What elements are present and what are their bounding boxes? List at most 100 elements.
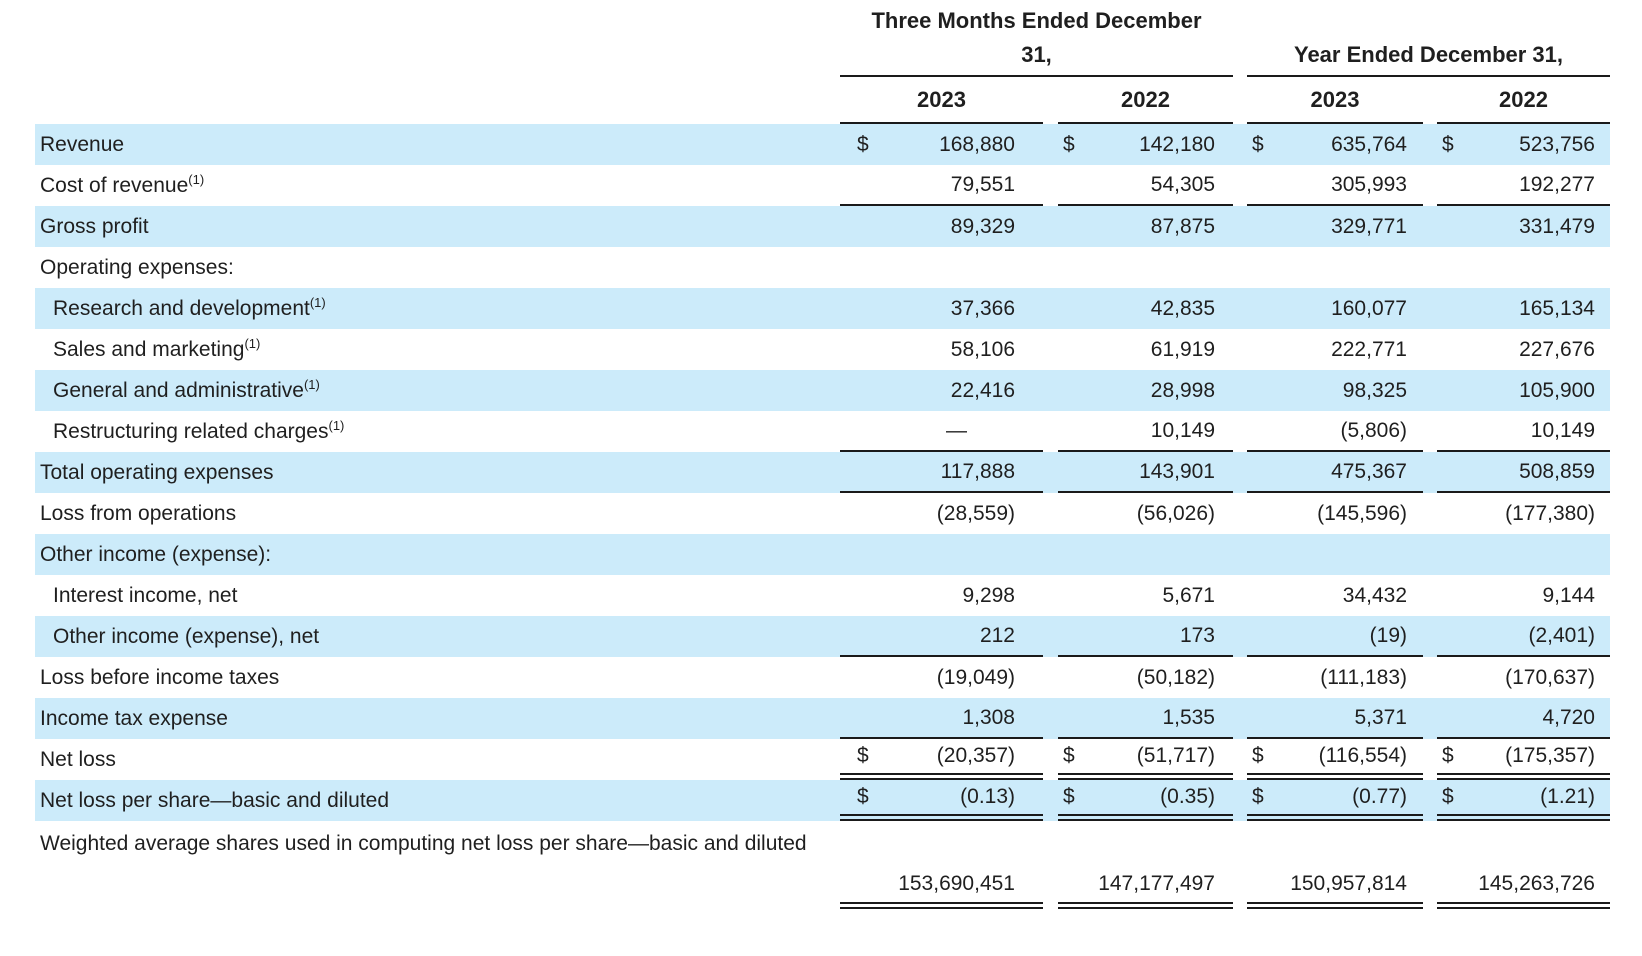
cell-value: 22,416 <box>950 378 1015 402</box>
value-cell: $ (116,554) <box>1247 739 1423 780</box>
table-row: Total operating expenses 117,888 143,901 47… <box>35 452 1610 493</box>
row-label: Net loss <box>40 747 116 771</box>
dollar-sign: $ <box>1442 744 1454 767</box>
value-cell: (50,182) <box>1058 657 1233 698</box>
header-group-three-months-line2: 31, <box>1021 42 1052 67</box>
table-row: Other income (expense): <box>35 534 1610 575</box>
row-label: Interest income, net <box>53 583 238 607</box>
row-label: Restructuring related charges(1) <box>53 417 345 443</box>
value-cell: 54,305 <box>1058 165 1233 206</box>
value-cell: 5,671 <box>1058 575 1233 616</box>
dollar-sign: $ <box>1063 132 1075 156</box>
cell-value: 1,535 <box>1162 705 1215 729</box>
table-row: Restructuring related charges(1) — 10,149 (… <box>35 411 1610 452</box>
value-cell: 9,144 <box>1437 575 1610 616</box>
value-cell <box>1247 534 1423 575</box>
table-row: Cost of revenue(1) 79,551 54,305 305,993 192… <box>35 165 1610 206</box>
value-cell: (2,401) <box>1437 616 1610 657</box>
footnote-superscript: (1) <box>244 335 261 351</box>
row-label: Income tax expense <box>40 706 228 730</box>
cell-value: 168,880 <box>939 132 1015 156</box>
row-label: Operating expenses: <box>40 255 234 279</box>
value-cell: 10,149 <box>1058 411 1233 452</box>
cell-value: 34,432 <box>1342 583 1407 607</box>
value-cell: (56,026) <box>1058 493 1233 534</box>
value-cell: 150,957,814 <box>1247 821 1423 909</box>
value-cell: 10,149 <box>1437 411 1610 452</box>
row-label: Gross profit <box>40 214 149 238</box>
value-cell: 147,177,497 <box>1058 821 1233 909</box>
cell-value: (177,380) <box>1505 501 1595 525</box>
value-cell: $ (175,357) <box>1437 739 1610 780</box>
cell-value: 4,720 <box>1542 705 1595 729</box>
value-cell: 212 <box>840 616 1043 657</box>
value-cell <box>1058 534 1233 575</box>
cell-value: 153,690,451 <box>898 872 1015 895</box>
cell-value: 54,305 <box>1150 172 1215 196</box>
cell-value: 147,177,497 <box>1098 872 1215 895</box>
value-cell: $ (51,717) <box>1058 739 1233 780</box>
cell-value: 142,180 <box>1139 132 1215 156</box>
value-cell: 4,720 <box>1437 698 1610 739</box>
cell-value: (170,637) <box>1505 665 1595 689</box>
value-cell: 58,106 <box>840 329 1043 370</box>
value-cell <box>840 534 1043 575</box>
cell-value: 58,106 <box>950 337 1015 361</box>
value-cell: 305,993 <box>1247 165 1423 206</box>
value-cell: 117,888 <box>840 452 1043 493</box>
cell-value: 508,859 <box>1519 459 1595 483</box>
value-cell: 153,690,451 <box>840 821 1043 909</box>
value-cell: $635,764 <box>1247 124 1423 165</box>
row-label: Net loss per share—basic and diluted <box>40 788 390 812</box>
cell-value: 523,756 <box>1519 132 1595 156</box>
footnote-superscript: (1) <box>309 294 326 310</box>
cell-value: — <box>946 418 967 442</box>
cell-value: 192,277 <box>1519 172 1595 196</box>
cell-value: (2,401) <box>1528 623 1595 647</box>
cell-value: 61,919 <box>1150 337 1215 361</box>
value-cell: (5,806) <box>1247 411 1423 452</box>
value-cell: 192,277 <box>1437 165 1610 206</box>
header-group-year-ended: Year Ended December 31, <box>1247 38 1610 77</box>
header-label-spacer <box>35 77 840 124</box>
column-gap <box>1233 821 1247 909</box>
table-header-years: 2023 2022 2023 2022 <box>35 77 1610 124</box>
value-cell: 79,551 <box>840 165 1043 206</box>
cell-value: 305,993 <box>1331 172 1407 196</box>
cell-value: 10,149 <box>1530 418 1595 442</box>
table-row: Net loss per share—basic and diluted $ (0.… <box>35 780 1610 821</box>
cell-value: (19,049) <box>936 665 1015 689</box>
value-cell: 508,859 <box>1437 452 1610 493</box>
cell-value: (116,554) <box>1318 744 1407 767</box>
table-body: Revenue $168,880 $142,180 $635,764 $523,756 C… <box>35 124 1610 909</box>
cell-value: 9,298 <box>962 583 1015 607</box>
table-row: Interest income, net 9,298 5,671 34,432 9,14… <box>35 575 1610 616</box>
value-cell: (19) <box>1247 616 1423 657</box>
value-cell: $ (20,357) <box>840 739 1043 780</box>
row-label: Revenue <box>40 132 125 156</box>
value-cell: 1,535 <box>1058 698 1233 739</box>
value-cell: 61,919 <box>1058 329 1233 370</box>
table-row: General and administrative(1) 22,416 28,99… <box>35 370 1610 411</box>
table-row: Loss from operations (28,559) (56,026) (145… <box>35 493 1610 534</box>
value-cell: 329,771 <box>1247 206 1423 247</box>
value-cell <box>1437 247 1610 288</box>
value-cell: 145,263,726 <box>1437 821 1610 909</box>
cell-value: (28,559) <box>936 501 1015 525</box>
cell-value: 10,149 <box>1150 418 1215 442</box>
row-label: Loss before income taxes <box>40 665 280 689</box>
value-cell: $ (0.77) <box>1247 780 1423 821</box>
row-label: Research and development(1) <box>53 294 326 320</box>
value-cell <box>1058 247 1233 288</box>
value-cell: (28,559) <box>840 493 1043 534</box>
value-cell: $ (0.35) <box>1058 780 1233 821</box>
footnote-superscript: (1) <box>188 171 205 187</box>
dollar-sign: $ <box>1252 744 1264 767</box>
header-group-three-months: Three Months Ended December 31, <box>840 4 1233 77</box>
row-label: Loss from operations <box>40 501 237 525</box>
row-label: Total operating expenses <box>40 460 274 484</box>
cell-value: 160,077 <box>1331 296 1407 320</box>
footnote-superscript: (1) <box>303 376 320 392</box>
value-cell: (170,637) <box>1437 657 1610 698</box>
row-label: General and administrative(1) <box>53 376 320 402</box>
